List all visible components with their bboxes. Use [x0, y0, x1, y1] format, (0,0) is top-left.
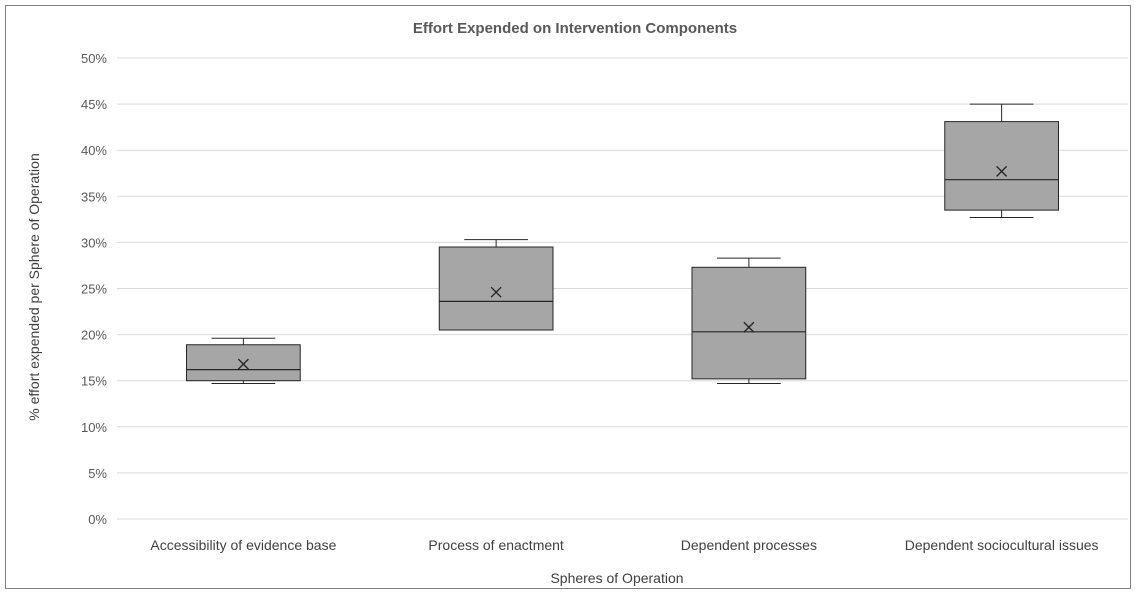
- x-axis-label: Spheres of Operation: [550, 570, 683, 586]
- box-3: [691, 257, 807, 384]
- mean-marker: [237, 358, 249, 370]
- x-category-label: Process of enactment: [428, 537, 564, 553]
- y-tick-label: 50%: [81, 51, 107, 66]
- interquartile-box: [691, 266, 807, 380]
- interquartile-box: [186, 344, 301, 382]
- x-axis-categories: Accessibility of evidence base Process of…: [150, 537, 1098, 553]
- box-1: [186, 337, 301, 384]
- y-tick-label: 25%: [81, 282, 107, 297]
- box-2: [438, 239, 554, 331]
- y-axis-ticks: 0% 5% 10% 15% 20% 25% 30% 35% 40% 45% 50%: [81, 51, 107, 527]
- mean-marker: [996, 165, 1008, 177]
- chart-frame: [5, 5, 1131, 589]
- box-4: [944, 103, 1059, 219]
- y-tick-label: 10%: [81, 420, 107, 435]
- x-category-label: Dependent sociocultural issues: [905, 537, 1099, 553]
- y-tick-label: 20%: [81, 328, 107, 343]
- x-category-label: Dependent processes: [681, 537, 817, 553]
- y-tick-label: 35%: [81, 189, 107, 204]
- y-tick-label: 40%: [81, 143, 107, 158]
- y-tick-label: 30%: [81, 235, 107, 250]
- y-tick-label: 15%: [81, 374, 107, 389]
- gridlines: [117, 57, 1128, 520]
- mean-marker: [490, 286, 502, 298]
- mean-marker: [743, 321, 755, 333]
- box-series: [186, 103, 1059, 384]
- y-tick-label: 45%: [81, 97, 107, 112]
- x-category-label: Accessibility of evidence base: [150, 537, 336, 553]
- interquartile-box: [438, 246, 554, 331]
- y-tick-label: 0%: [88, 512, 107, 527]
- y-axis-label: % effort expended per Sphere of Operatio…: [26, 153, 42, 420]
- interquartile-box: [944, 121, 1059, 211]
- y-tick-label: 5%: [88, 466, 107, 481]
- chart-title: Effort Expended on Intervention Componen…: [413, 20, 737, 37]
